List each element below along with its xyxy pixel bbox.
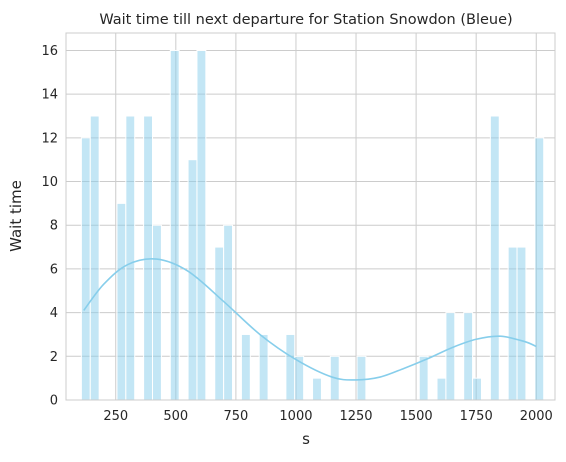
- x-tick-label-7: 2000: [520, 409, 553, 424]
- histogram-bar-48: [507, 246, 518, 401]
- grid-lines: [66, 33, 555, 401]
- x-tick-label-6: 1750: [460, 409, 493, 424]
- x-tick-labels: 250 500 750 1000 1250 1500 1750 2000: [103, 409, 552, 424]
- x-tick-label-3: 1000: [279, 409, 312, 424]
- histogram-bar-49: [516, 246, 527, 401]
- y-tick-label-4: 8: [50, 219, 58, 234]
- y-axis-label: Wait time: [7, 180, 25, 252]
- histogram-bar-41: [445, 312, 456, 401]
- histogram-bar-5: [125, 115, 136, 401]
- y-tick-label-0: 0: [50, 394, 58, 409]
- x-tick-label-1: 500: [163, 409, 188, 424]
- x-axis-label: s: [302, 430, 310, 448]
- histogram-bar-18: [240, 333, 251, 401]
- histogram-bar-15: [214, 246, 225, 401]
- histogram-bar-4: [116, 202, 127, 401]
- histogram-bars: [80, 49, 545, 401]
- histogram-bar-7: [143, 115, 154, 401]
- histogram-bar-44: [472, 377, 482, 401]
- histogram-bar-10: [169, 49, 180, 401]
- kde-curve: [83, 258, 537, 381]
- histogram-bar-12: [187, 159, 198, 401]
- plot-frame: [65, 32, 556, 401]
- histogram-bar-43: [463, 312, 474, 401]
- histogram-bar-0: [80, 137, 91, 401]
- histogram-bar-51: [534, 137, 545, 401]
- x-tick-label-4: 1250: [339, 409, 372, 424]
- histogram-bar-31: [356, 355, 367, 401]
- histogram-bar-8: [152, 224, 162, 401]
- histogram-bar-16: [223, 224, 234, 401]
- histogram-bar-46: [489, 115, 500, 401]
- x-tick-label-2: 750: [223, 409, 248, 424]
- y-tick-label-2: 4: [50, 306, 58, 321]
- x-tick-label-0: 250: [103, 409, 128, 424]
- y-tick-label-8: 16: [41, 44, 58, 59]
- y-tick-label-7: 14: [41, 88, 58, 103]
- x-tick-label-5: 1500: [400, 409, 433, 424]
- histogram-bar-26: [312, 377, 322, 401]
- histogram-bar-13: [196, 49, 207, 401]
- y-tick-label-3: 6: [50, 262, 58, 277]
- y-tick-labels: 0 2 4 6 8 10 12 14 16: [41, 44, 58, 409]
- histogram-bar-1: [89, 115, 100, 401]
- histogram-bar-23: [285, 333, 296, 401]
- y-tick-label-6: 12: [41, 131, 58, 146]
- histogram-bar-40: [436, 377, 447, 401]
- chart-title: Wait time till next departure for Statio…: [99, 12, 512, 28]
- histogram-bar-20: [258, 333, 269, 401]
- y-tick-label-1: 2: [50, 350, 58, 365]
- y-tick-label-5: 10: [41, 175, 58, 190]
- histogram-bar-38: [418, 355, 429, 401]
